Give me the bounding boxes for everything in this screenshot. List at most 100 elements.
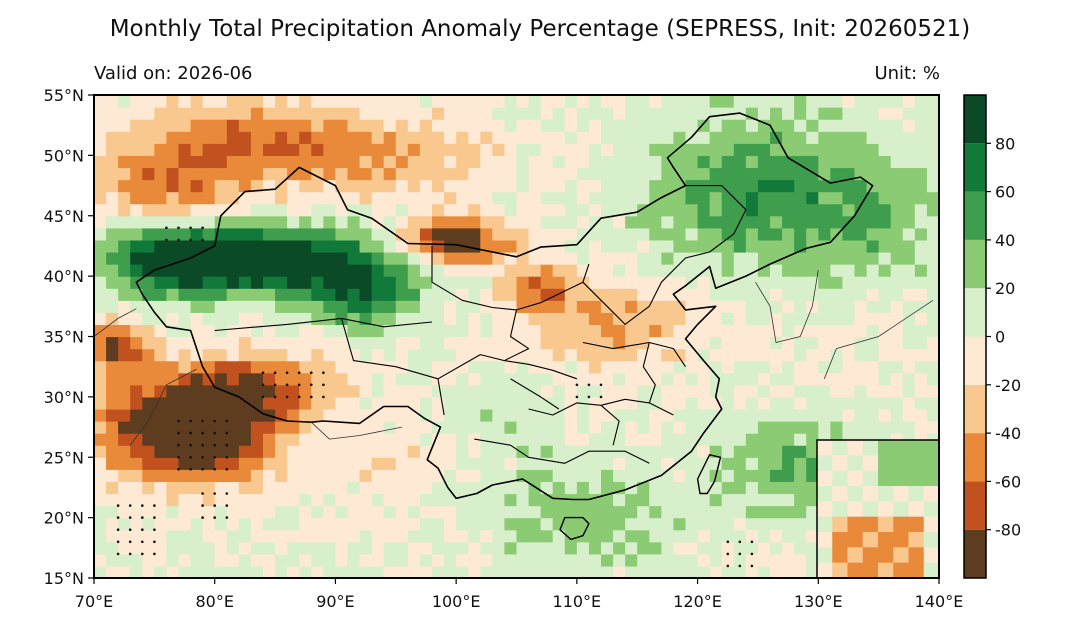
grid-cell	[528, 493, 542, 507]
grid-cell	[637, 469, 650, 482]
grid-cell	[226, 215, 240, 229]
grid-cell	[733, 433, 747, 446]
grid-cell	[504, 529, 518, 543]
inset-cell	[893, 547, 910, 564]
grid-cell	[263, 433, 276, 446]
grid-cell	[601, 457, 614, 470]
grid-cell	[878, 276, 892, 289]
grid-cell	[226, 384, 240, 398]
grid-cell	[625, 131, 638, 144]
grid-cell	[432, 239, 445, 253]
grid-cell	[407, 276, 421, 289]
grid-cell	[480, 469, 493, 482]
grid-cell	[299, 155, 312, 169]
grid-cell	[770, 167, 783, 181]
grid-cell	[745, 481, 759, 495]
grid-cell	[419, 565, 433, 578]
grid-cell	[166, 179, 180, 193]
grid-cell	[649, 541, 662, 555]
grid-cell	[335, 167, 349, 181]
grid-cell	[106, 505, 119, 519]
grid-cell	[552, 396, 566, 410]
grid-cell	[407, 348, 421, 362]
grid-cell	[432, 408, 445, 422]
grid-cell	[432, 384, 445, 398]
grid-cell	[649, 251, 662, 265]
grid-cell	[323, 565, 337, 578]
grid-cell	[106, 276, 119, 289]
grid-cell	[637, 143, 650, 156]
grid-cell	[564, 131, 578, 144]
grid-cell	[588, 457, 602, 470]
grid-cell	[504, 457, 518, 470]
grid-cell	[564, 457, 578, 470]
grid-cell	[468, 396, 481, 410]
grid-cell	[504, 553, 518, 567]
grid-cell	[311, 529, 324, 543]
grid-cell	[263, 372, 276, 386]
grid-cell	[866, 251, 880, 265]
grid-cell	[130, 119, 143, 132]
grid-cell	[601, 336, 614, 350]
grid-cell	[661, 457, 675, 470]
grid-cell	[468, 107, 481, 120]
grid-cell	[818, 348, 831, 362]
grid-cell	[709, 191, 723, 205]
grid-cell	[540, 324, 554, 338]
grid-cell	[106, 251, 119, 265]
grid-cell	[407, 251, 421, 265]
grid-cell	[154, 167, 168, 181]
grid-cell	[733, 155, 747, 169]
grid-cell	[649, 119, 662, 132]
grid-cell	[347, 107, 361, 120]
grid-cell	[468, 119, 481, 132]
grid-cell	[685, 155, 699, 169]
grid-cell	[214, 336, 228, 350]
grid-cell	[878, 167, 892, 181]
grid-cell	[830, 119, 844, 132]
grid-cell	[202, 167, 216, 181]
grid-cell	[347, 408, 361, 422]
grid-cell	[588, 203, 602, 217]
grid-cell	[564, 167, 578, 181]
grid-cell	[202, 239, 216, 253]
grid-cell	[154, 469, 168, 482]
grid-cell	[347, 155, 361, 169]
grid-cell	[275, 384, 288, 398]
grid-cell	[299, 131, 312, 144]
grid-cell	[214, 324, 228, 338]
inset-cell	[893, 501, 910, 518]
grid-cell	[190, 312, 204, 326]
grid-cell	[359, 336, 373, 350]
inset-cell	[817, 516, 833, 533]
grid-cell	[130, 372, 143, 386]
grid-cell	[287, 493, 300, 507]
grid-cell	[142, 107, 155, 120]
grid-cell	[130, 107, 143, 120]
grid-cell	[238, 529, 252, 543]
grid-cell	[347, 529, 361, 543]
grid-cell	[347, 553, 361, 567]
significance-dot	[261, 383, 265, 387]
grid-cell	[637, 565, 650, 578]
grid-cell	[794, 276, 807, 289]
grid-cell	[782, 348, 795, 362]
grid-cell	[770, 215, 783, 229]
inset-cell	[832, 501, 849, 518]
grid-cell	[383, 541, 397, 555]
grid-cell	[806, 433, 819, 446]
grid-cell	[130, 517, 143, 531]
grid-cell	[456, 421, 469, 434]
grid-cell	[902, 155, 916, 169]
grid-cell	[359, 143, 373, 156]
grid-cell	[830, 155, 844, 169]
grid-cell	[492, 288, 506, 301]
grid-cell	[878, 384, 892, 398]
grid-cell	[250, 372, 264, 386]
grid-cell	[685, 107, 699, 120]
grid-cell	[492, 264, 506, 277]
grid-cell	[419, 421, 433, 434]
grid-cell	[902, 143, 916, 156]
grid-cell	[770, 481, 783, 495]
grid-cell	[588, 469, 602, 482]
